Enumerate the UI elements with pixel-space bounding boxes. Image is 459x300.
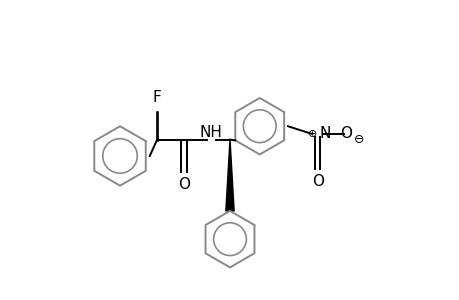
Text: NH: NH — [199, 125, 222, 140]
Polygon shape — [225, 140, 234, 211]
Text: ⊕: ⊕ — [308, 129, 317, 139]
Text: N: N — [319, 126, 330, 141]
Text: O: O — [339, 126, 351, 141]
Text: ⊖: ⊖ — [353, 133, 364, 146]
Text: F: F — [152, 91, 161, 106]
Text: O: O — [311, 174, 323, 189]
Text: O: O — [178, 177, 190, 192]
